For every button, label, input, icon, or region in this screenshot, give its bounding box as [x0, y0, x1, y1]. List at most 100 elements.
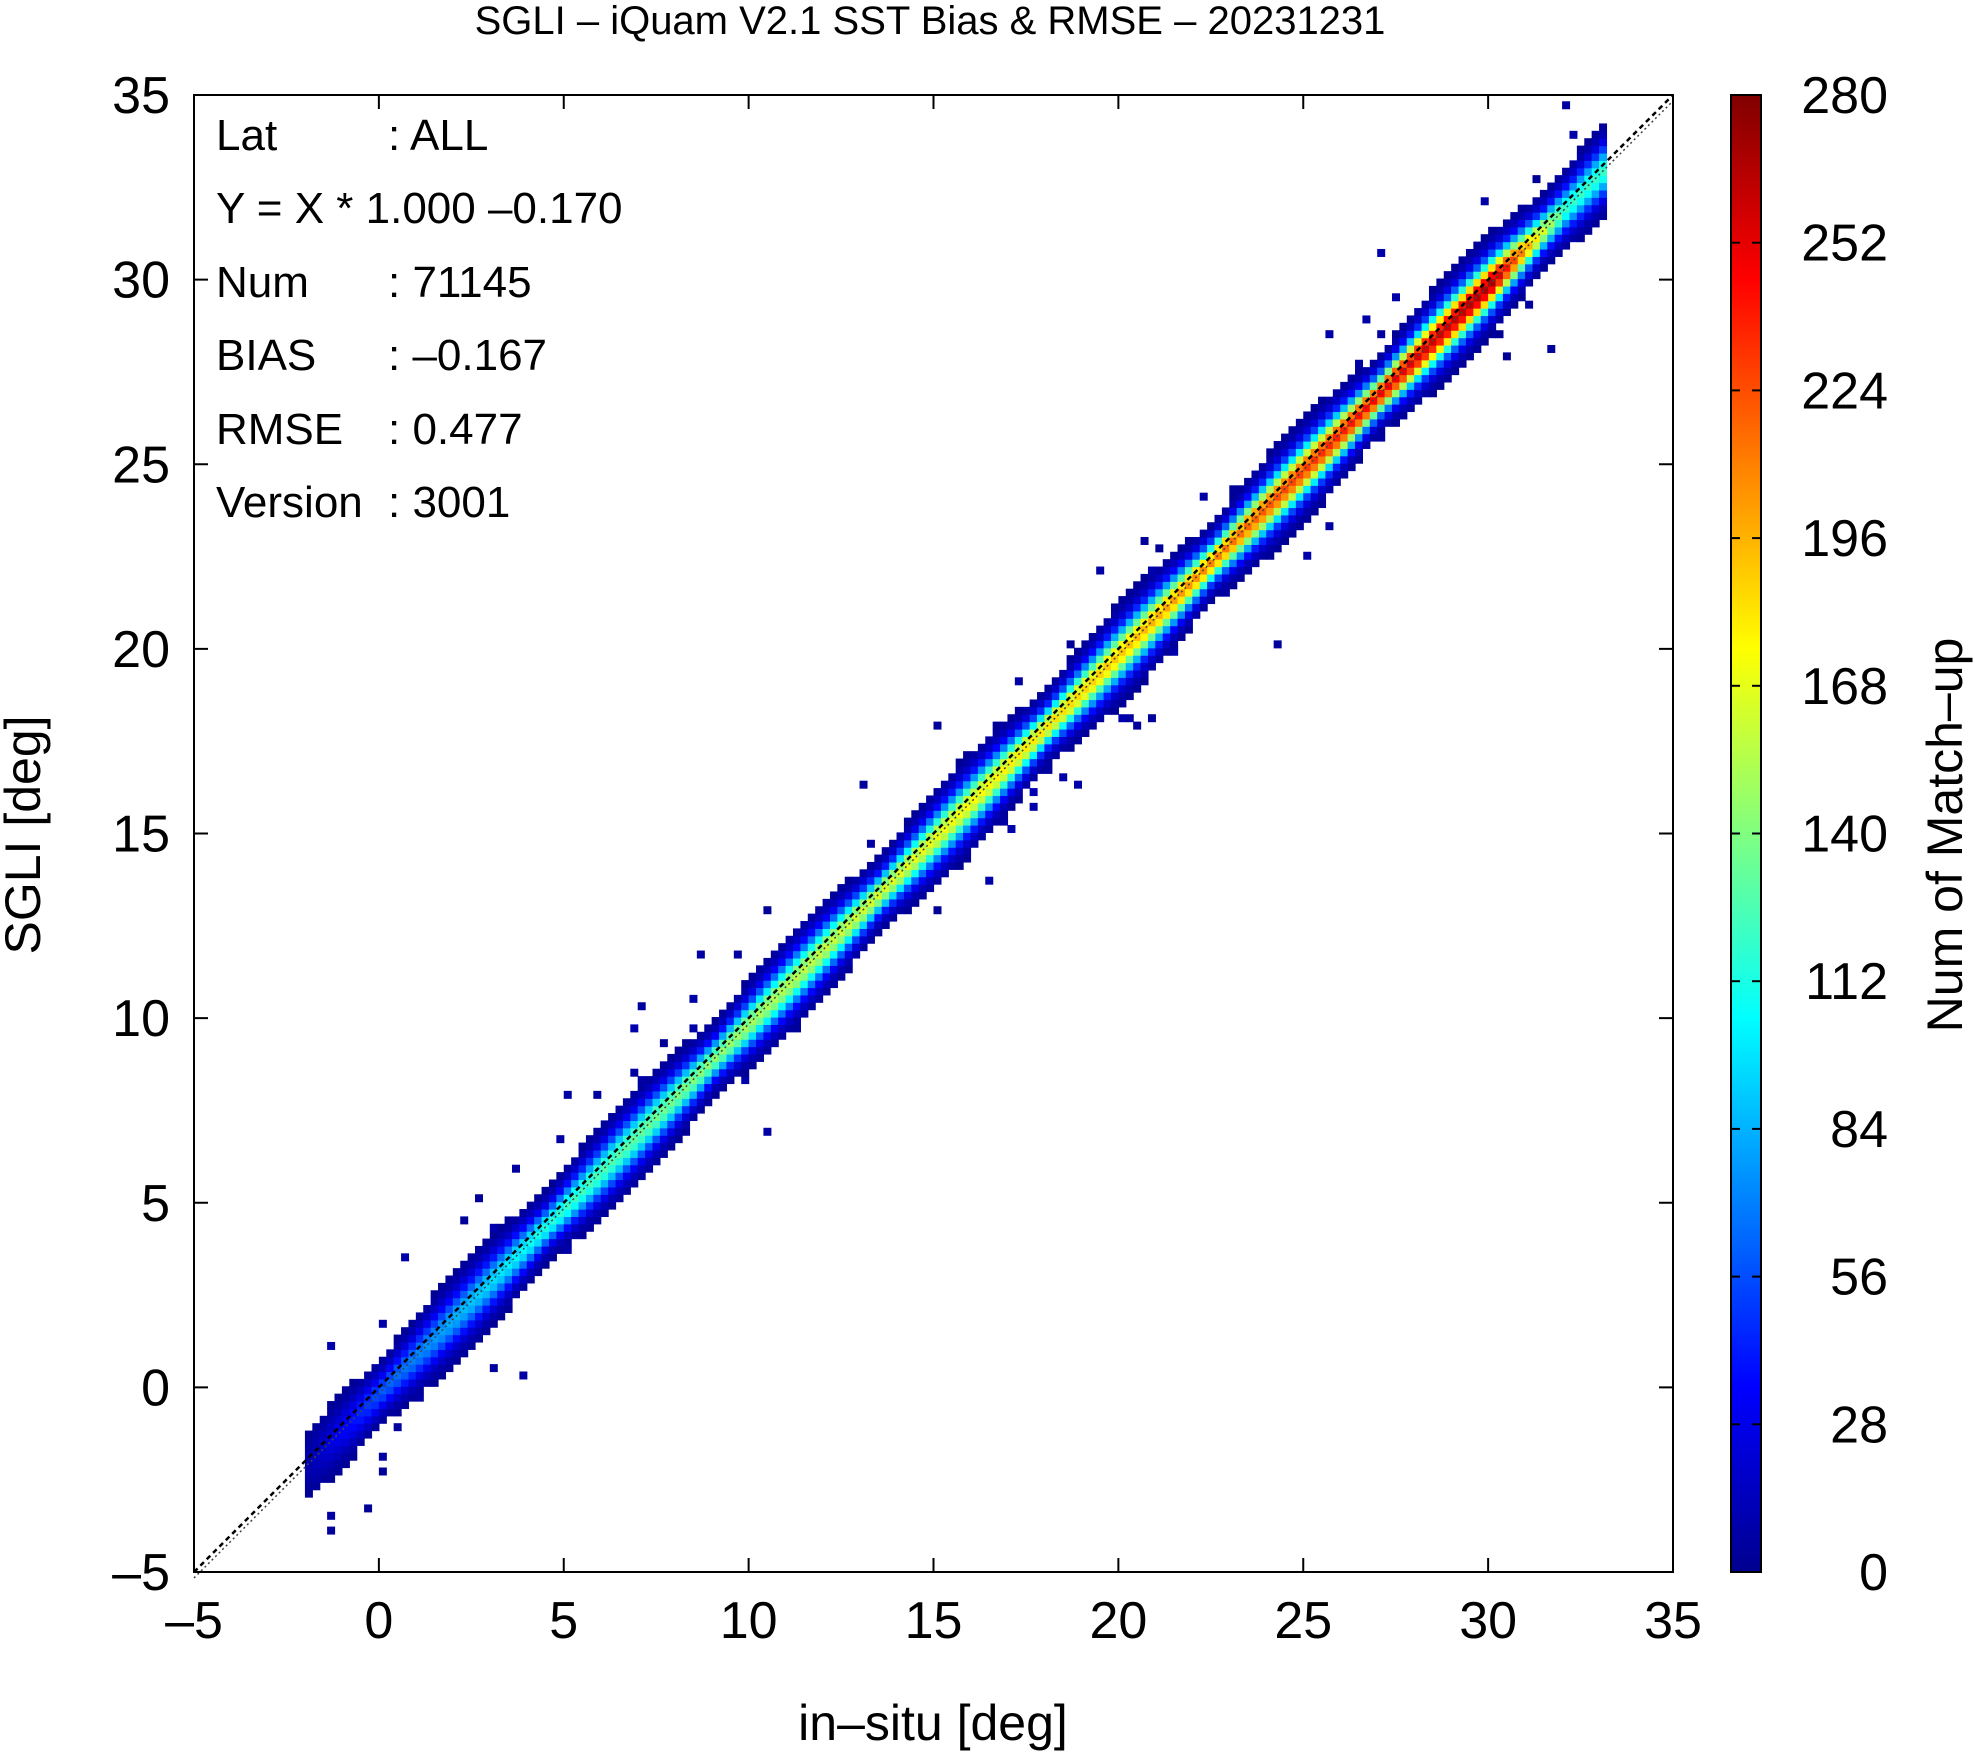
heatmap-cell — [1000, 788, 1009, 797]
heatmap-cell — [1347, 411, 1356, 420]
heatmap-cell — [889, 906, 898, 915]
heatmap-cell — [1000, 810, 1009, 819]
heatmap-cell — [1421, 315, 1430, 324]
heatmap-cell — [1310, 500, 1319, 509]
heatmap-cell — [756, 987, 765, 996]
heatmap-cell — [815, 987, 824, 996]
heatmap-cell — [349, 1393, 358, 1402]
heatmap-cell — [630, 1142, 639, 1151]
heatmap-cell — [408, 1378, 417, 1387]
heatmap-cell — [1251, 477, 1260, 486]
heatmap-cell — [659, 1061, 668, 1070]
heatmap-cell — [1340, 463, 1349, 472]
heatmap-cell — [970, 817, 979, 826]
heatmap-cell — [1244, 522, 1253, 531]
y-tick-label: 20 — [112, 621, 170, 679]
heatmap-cell — [608, 1164, 617, 1173]
heatmap-cell — [1244, 566, 1253, 575]
heatmap-cell — [1473, 337, 1482, 346]
heatmap-cell — [926, 832, 935, 841]
heatmap-cell — [933, 861, 942, 870]
heatmap-cell — [667, 1105, 676, 1114]
heatmap-cell — [985, 751, 994, 760]
heatmap-cell — [955, 780, 964, 789]
heatmap-cell — [1007, 765, 1016, 774]
heatmap-cell — [1547, 234, 1556, 243]
heatmap-cell — [460, 1327, 469, 1336]
heatmap-cell — [1066, 721, 1075, 730]
heatmap-cell — [1007, 780, 1016, 789]
heatmap-cell — [1473, 285, 1482, 294]
heatmap-cell — [682, 1068, 691, 1077]
heatmap-cell — [1539, 263, 1548, 272]
heatmap-cell — [1569, 219, 1578, 228]
heatmap-cell — [460, 1349, 469, 1358]
heatmap-cell — [719, 1024, 728, 1033]
heatmap-cell — [378, 1319, 387, 1328]
heatmap-cell — [859, 891, 868, 900]
heatmap-cell — [1510, 278, 1519, 287]
heatmap-cell — [1096, 640, 1105, 649]
heatmap-cell — [1022, 706, 1031, 715]
heatmap-cell — [963, 780, 972, 789]
heatmap-cell — [970, 751, 979, 760]
heatmap-cell — [711, 1068, 720, 1077]
heatmap-cell — [548, 1223, 557, 1232]
heatmap-cell — [371, 1371, 380, 1380]
heatmap-cell — [1170, 647, 1179, 656]
heatmap-cell — [1340, 470, 1349, 479]
heatmap-cell — [667, 1068, 676, 1077]
heatmap-cell — [1399, 389, 1408, 398]
x-tick-label: 25 — [1274, 1592, 1332, 1650]
heatmap-cell — [674, 1076, 683, 1085]
heatmap-cell — [1295, 448, 1304, 457]
heatmap-cell — [475, 1253, 484, 1262]
heatmap-cell — [1451, 271, 1460, 280]
heatmap-cell — [852, 884, 861, 893]
heatmap-cell — [1133, 677, 1142, 686]
heatmap-cell — [1554, 226, 1563, 235]
heatmap-cell — [1059, 721, 1068, 730]
heatmap-cell — [1510, 212, 1519, 221]
heatmap-cell — [985, 802, 994, 811]
heatmap-cell — [1214, 522, 1223, 531]
heatmap-cell — [1502, 352, 1511, 361]
heatmap-cell — [1458, 330, 1467, 339]
heatmap-cell — [1170, 566, 1179, 575]
heatmap-cell — [460, 1312, 469, 1321]
heatmap-cell — [1391, 389, 1400, 398]
heatmap-cell — [1391, 293, 1400, 302]
heatmap-cell — [312, 1423, 321, 1432]
heatmap-cell — [1184, 559, 1193, 568]
heatmap-cell — [489, 1319, 498, 1328]
heatmap-cell — [600, 1194, 609, 1203]
heatmap-cell — [726, 1046, 735, 1055]
heatmap-cell — [1325, 330, 1334, 339]
heatmap-cell — [334, 1393, 343, 1402]
heatmap-cell — [1488, 315, 1497, 324]
heatmap-cell — [1081, 706, 1090, 715]
heatmap-cell — [1133, 610, 1142, 619]
heatmap-cell — [1340, 389, 1349, 398]
heatmap-cell — [1318, 485, 1327, 494]
heatmap-cell — [1377, 418, 1386, 427]
heatmap-cell — [1281, 529, 1290, 538]
heatmap-cell — [349, 1423, 358, 1432]
heatmap-cell — [763, 906, 772, 915]
heatmap-cell — [1140, 610, 1149, 619]
heatmap-cell — [1384, 352, 1393, 361]
heatmap-cell — [401, 1334, 410, 1343]
heatmap-cell — [1303, 463, 1312, 472]
heatmap-cell — [1288, 463, 1297, 472]
heatmap-cell — [1000, 795, 1009, 804]
heatmap-cell — [482, 1312, 491, 1321]
heatmap-cell — [1325, 426, 1334, 435]
heatmap-cell — [637, 1090, 646, 1099]
stat-version-value: : 3001 — [388, 478, 510, 527]
heatmap-cell — [1199, 551, 1208, 560]
heatmap-cell — [578, 1157, 587, 1166]
heatmap-cell — [696, 1083, 705, 1092]
heatmap-cell — [1547, 256, 1556, 265]
heatmap-cell — [911, 810, 920, 819]
heatmap-cell — [497, 1275, 506, 1284]
